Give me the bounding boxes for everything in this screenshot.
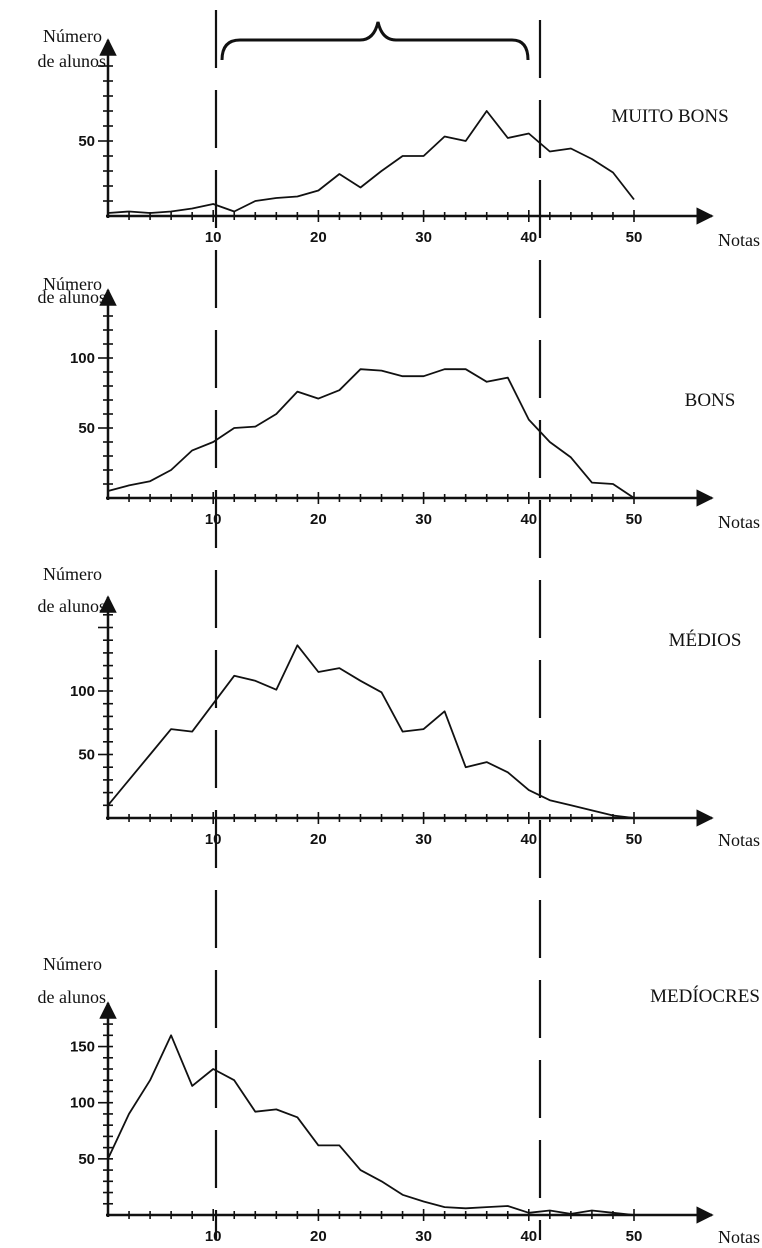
- x-tick-label: 10: [205, 511, 222, 528]
- x-tick-label: 30: [415, 511, 432, 528]
- x-tick-label: 40: [520, 229, 537, 246]
- y-tick-label: 100: [70, 1095, 95, 1112]
- overlay: [214, 10, 542, 1240]
- x-tick-label: 30: [415, 1228, 432, 1245]
- y-axis-label-line-1: Número: [43, 26, 102, 46]
- x-tick-label: 30: [415, 831, 432, 848]
- chart-title: BONS: [685, 390, 736, 411]
- y-tick-label: 100: [70, 683, 95, 700]
- x-axis-label: Notas: [718, 230, 760, 250]
- x-tick-label: 30: [415, 229, 432, 246]
- y-tick-label: 50: [78, 133, 95, 150]
- x-tick-label: 20: [310, 511, 327, 528]
- y-tick-label: 50: [78, 1151, 95, 1168]
- y-tick-label: 50: [78, 747, 95, 764]
- chart-panel-3: 10 20 30 40 50 50 100 Número de alunos Notas MÉDIO…: [38, 564, 760, 850]
- x-tick-label: 50: [626, 831, 643, 848]
- series-line: [107, 368, 635, 499]
- x-tick-label: 50: [626, 1228, 643, 1245]
- series-line: [107, 110, 635, 214]
- y-axis-label-line-2: de alunos: [38, 51, 106, 71]
- chart-title: MUITO BONS: [611, 106, 728, 127]
- series-line: [107, 644, 635, 819]
- x-tick-label: 20: [310, 1228, 327, 1245]
- x-tick-label: 10: [205, 831, 222, 848]
- y-axis-label-line-1: Número: [43, 954, 102, 974]
- y-axis-label-line-1: Número: [43, 274, 102, 294]
- x-axis-label: Notas: [718, 830, 760, 850]
- y-tick-label: 50: [78, 420, 95, 437]
- y-axis-label-line-2: de alunos: [38, 596, 106, 616]
- y-axis-label-line-2: de alunos: [38, 987, 106, 1007]
- y-axis-label-line-2: de alunos: [38, 287, 106, 307]
- x-tick-label: 40: [520, 1228, 537, 1245]
- chart-title: MÉDIOS: [669, 629, 742, 651]
- x-tick-label: 50: [626, 229, 643, 246]
- x-tick-label: 40: [520, 511, 537, 528]
- x-axis-label: Notas: [718, 512, 760, 532]
- x-tick-label: 40: [520, 831, 537, 848]
- x-tick-label: 10: [205, 229, 222, 246]
- chart-title: MEDÍOCRES: [650, 985, 760, 1007]
- range-brace: [220, 21, 530, 61]
- y-tick-label: 150: [70, 1039, 95, 1056]
- x-tick-label: 50: [626, 511, 643, 528]
- chart-panel-4: 10 20 30 40 50 50 100 150 Número de alunos Notas ME…: [38, 954, 760, 1247]
- x-tick-label: 20: [310, 831, 327, 848]
- x-tick-label: 10: [205, 1228, 222, 1245]
- y-tick-label: 100: [70, 350, 95, 367]
- chart-panel-1: 10 20 30 40 50 50 Número de alunos Notas MUITO BO…: [38, 26, 760, 250]
- x-tick-label: 20: [310, 229, 327, 246]
- x-axis-label: Notas: [718, 1227, 760, 1247]
- series-line: [107, 1034, 635, 1216]
- y-axis-label-line-1: Número: [43, 564, 102, 584]
